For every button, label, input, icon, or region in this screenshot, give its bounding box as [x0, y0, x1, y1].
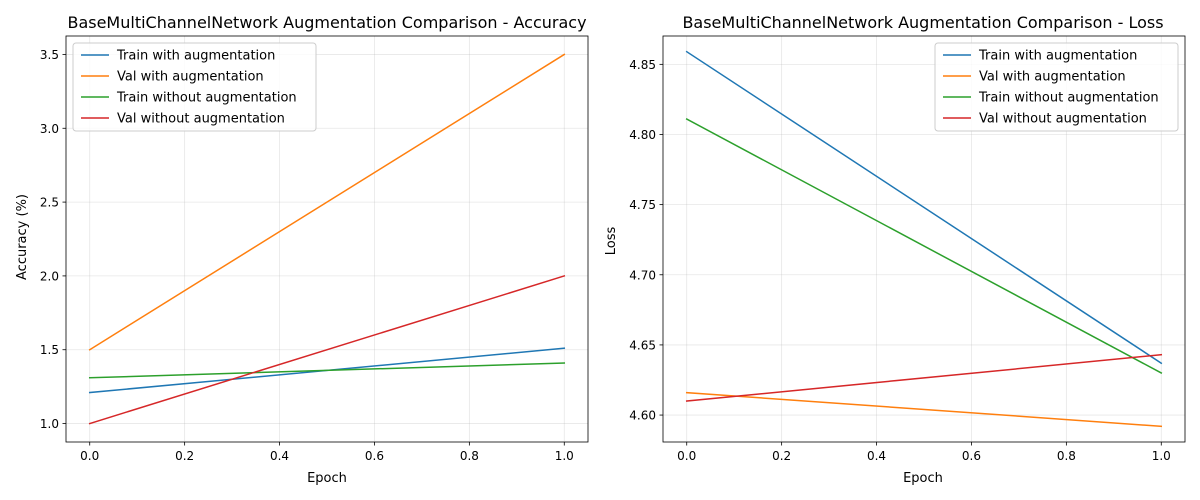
loss-x-tick-label: 0.6 — [962, 449, 981, 463]
loss-y-tick-label: 4.70 — [629, 268, 656, 282]
loss-legend-label: Val with augmentation — [979, 70, 1126, 85]
accuracy-chart: BaseMultiChannelNetwork Augmentation Com… — [15, 13, 589, 486]
accuracy-legend-item: Train with augmentation — [81, 49, 275, 64]
accuracy-y-tick-label: 2.5 — [40, 196, 59, 210]
loss-x-tick: 0.4 — [867, 442, 886, 463]
accuracy-x-tick-label: 0.6 — [365, 449, 384, 463]
accuracy-series-line-4 — [88, 274, 566, 425]
loss-y-tick: 4.65 — [629, 338, 663, 352]
loss-legend-label: Train with augmentation — [978, 49, 1137, 64]
accuracy-y-tick-label: 1.0 — [40, 417, 59, 431]
loss-y-tick-label: 4.60 — [629, 409, 656, 423]
loss-series-line-4 — [685, 353, 1163, 402]
loss-y-tick-label: 4.65 — [629, 338, 656, 352]
accuracy-x-tick: 0.8 — [460, 442, 479, 463]
loss-x-axis-label: Epoch — [903, 471, 943, 486]
loss-legend-item: Val with augmentation — [943, 70, 1126, 85]
accuracy-legend-item: Val with augmentation — [81, 70, 264, 85]
accuracy-x-tick-label: 1.0 — [555, 449, 574, 463]
loss-legend-item: Val without augmentation — [943, 112, 1147, 127]
loss-chart: BaseMultiChannelNetwork Augmentation Com… — [604, 13, 1186, 486]
accuracy-legend-label: Val with augmentation — [117, 70, 264, 85]
accuracy-y-tick-label: 1.5 — [40, 343, 59, 357]
accuracy-y-axis-label: Accuracy (%) — [15, 194, 30, 280]
accuracy-legend-box — [72, 42, 317, 132]
loss-series-line-2 — [685, 391, 1163, 428]
loss-y-tick-label: 4.75 — [629, 198, 656, 212]
accuracy-series-line-2 — [88, 53, 566, 351]
loss-y-tick: 4.85 — [629, 58, 663, 72]
accuracy-y-tick: 2.5 — [40, 196, 66, 210]
loss-x-axis-ticks: 0.0 0.2 0.4 0.6 0.8 1.0 — [677, 442, 1171, 463]
loss-x-tick-label: 0.8 — [1057, 449, 1076, 463]
loss-x-tick-label: 0.4 — [867, 449, 886, 463]
loss-x-tick-label: 0.2 — [772, 449, 791, 463]
accuracy-x-tick: 0.2 — [175, 442, 194, 463]
loss-legend-item: Train without augmentation — [943, 91, 1159, 106]
loss-x-tick: 0.2 — [772, 442, 791, 463]
loss-x-tick-label: 1.0 — [1152, 449, 1171, 463]
loss-series-line-3 — [685, 118, 1163, 374]
loss-legend-item: Train with augmentation — [943, 49, 1137, 64]
loss-y-tick: 4.80 — [629, 128, 663, 142]
accuracy-chart-title: BaseMultiChannelNetwork Augmentation Com… — [67, 13, 586, 32]
accuracy-y-tick-label: 3.0 — [40, 122, 59, 136]
accuracy-x-axis-label: Epoch — [307, 471, 347, 486]
loss-legend-label: Val without augmentation — [979, 112, 1147, 127]
loss-y-tick: 4.60 — [629, 409, 663, 423]
loss-y-axis-ticks: 4.60 4.65 4.70 4.75 4.80 4.85 — [629, 58, 663, 423]
accuracy-y-tick-label: 3.5 — [40, 48, 59, 62]
accuracy-legend-item: Val without augmentation — [81, 112, 285, 127]
accuracy-x-tick-label: 0.0 — [80, 449, 99, 463]
accuracy-legend-label: Train with augmentation — [116, 49, 275, 64]
accuracy-x-tick-label: 0.4 — [270, 449, 289, 463]
accuracy-legend-item: Train without augmentation — [81, 91, 297, 106]
loss-x-tick-label: 0.0 — [677, 449, 696, 463]
loss-y-axis-label: Loss — [604, 227, 619, 256]
accuracy-plot-frame — [65, 35, 589, 443]
loss-legend-label: Train without augmentation — [978, 91, 1159, 106]
loss-y-tick-label: 4.85 — [629, 58, 656, 72]
accuracy-y-tick: 2.0 — [40, 269, 66, 283]
loss-legend: Train with augmentation Val with augmenta… — [934, 42, 1179, 132]
loss-x-tick: 0.8 — [1057, 442, 1076, 463]
loss-plot-frame — [662, 35, 1186, 443]
loss-y-tick: 4.75 — [629, 198, 663, 212]
loss-x-tick: 1.0 — [1152, 442, 1171, 463]
accuracy-y-axis-ticks: 1.0 1.5 2.0 2.5 3.0 3.5 — [40, 48, 66, 431]
accuracy-legend-label: Val without augmentation — [117, 112, 285, 127]
accuracy-series-group — [88, 53, 566, 425]
accuracy-y-tick-label: 2.0 — [40, 269, 59, 283]
accuracy-y-tick: 1.0 — [40, 417, 66, 431]
accuracy-x-tick: 0.6 — [365, 442, 384, 463]
loss-y-tick: 4.70 — [629, 268, 663, 282]
accuracy-y-tick: 3.0 — [40, 122, 66, 136]
loss-x-tick: 0.6 — [962, 442, 981, 463]
accuracy-x-axis-ticks: 0.0 0.2 0.4 0.6 0.8 1.0 — [80, 442, 574, 463]
accuracy-legend: Train with augmentation Val with augmenta… — [72, 42, 317, 132]
accuracy-grid — [66, 36, 588, 442]
loss-series-line-1 — [685, 50, 1163, 365]
accuracy-x-tick: 1.0 — [555, 442, 574, 463]
loss-legend-box — [934, 42, 1179, 132]
accuracy-x-tick: 0.0 — [80, 442, 99, 463]
accuracy-x-tick-label: 0.2 — [175, 449, 194, 463]
accuracy-y-tick: 1.5 — [40, 343, 66, 357]
accuracy-x-tick: 0.4 — [270, 442, 289, 463]
accuracy-legend-label: Train without augmentation — [116, 91, 297, 106]
accuracy-y-tick: 3.5 — [40, 48, 66, 62]
accuracy-x-tick-label: 0.8 — [460, 449, 479, 463]
loss-chart-title: BaseMultiChannelNetwork Augmentation Com… — [682, 13, 1163, 32]
loss-series-group — [685, 50, 1163, 428]
accuracy-series-line-3 — [88, 362, 566, 379]
loss-y-tick-label: 4.80 — [629, 128, 656, 142]
loss-x-tick: 0.0 — [677, 442, 696, 463]
